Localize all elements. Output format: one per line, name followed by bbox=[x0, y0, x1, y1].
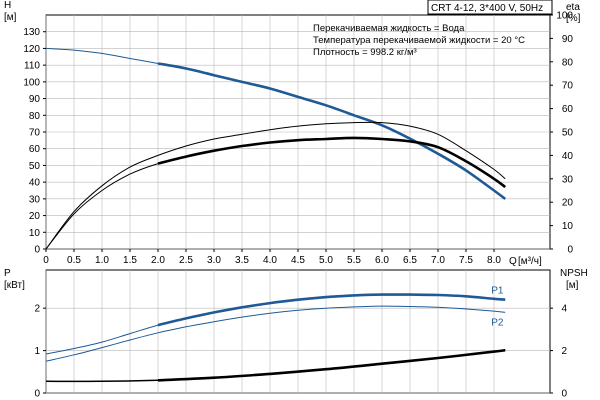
x-tick-label: 5.5 bbox=[347, 255, 361, 266]
head-tick-label: 80 bbox=[29, 111, 41, 122]
x-tick-label: 3.0 bbox=[207, 255, 221, 266]
x-tick-label: 1.0 bbox=[95, 255, 109, 266]
x-tick-label: 0.5 bbox=[67, 255, 81, 266]
x-tick-label: 2.0 bbox=[151, 255, 165, 266]
model-label-box bbox=[427, 0, 553, 15]
x-tick-label: 2.5 bbox=[179, 255, 193, 266]
x-tick-label: 6.0 bbox=[375, 255, 389, 266]
x-tick-label: 5.0 bbox=[319, 255, 333, 266]
head-tick-label: 30 bbox=[29, 194, 41, 205]
head-tick-label: 100 bbox=[23, 77, 40, 88]
x-tick-label: 4.5 bbox=[291, 255, 305, 266]
eta-tick-label: 70 bbox=[562, 81, 574, 92]
x-tick-label: 7.0 bbox=[431, 255, 445, 266]
npsh-tick-label: 4 bbox=[561, 304, 567, 315]
curve-NPSH bbox=[45, 349, 506, 383]
bottom-panel-curves: P1 P2 bbox=[45, 286, 506, 383]
head-tick-label: 110 bbox=[24, 61, 40, 72]
top-panel-axes: 0 0.5 1.0 1.5 2.0 2.5 3.0 3.5 4.0 4.5 5.0 5.5 6.0 6.5… bbox=[23, 11, 573, 267]
head-tick-label: 130 bbox=[23, 27, 40, 38]
x-tick-label: 7.5 bbox=[459, 255, 473, 266]
head-tick-label: 10 bbox=[29, 228, 41, 239]
head-axis-unit: [м] bbox=[4, 12, 17, 23]
top-panel-grid bbox=[45, 15, 550, 250]
head-axis-label: H bbox=[4, 0, 11, 11]
head-tick-label: 20 bbox=[29, 211, 41, 222]
temperature-info-line: Температура перекачиваемой жидкости = 20… bbox=[313, 35, 525, 46]
fluid-info-line: Перекачиваемая жидкость = Вода bbox=[313, 23, 465, 34]
eta-tick-label: 100 bbox=[556, 11, 573, 22]
bottom-panel-axes: 0 1 2 0 2 4 bbox=[34, 304, 567, 400]
head-tick-label: 40 bbox=[29, 178, 41, 189]
eta-axis-label: eta bbox=[566, 2, 580, 13]
head-tick-label: 70 bbox=[29, 128, 41, 139]
npsh-tick-label: 0 bbox=[561, 389, 567, 400]
eta-tick-label: 40 bbox=[562, 151, 574, 162]
eta-tick-label: 90 bbox=[562, 34, 574, 45]
power-tick-label: 1 bbox=[34, 346, 40, 357]
head-tick-label: 120 bbox=[23, 44, 40, 55]
x-tick-label: 3.5 bbox=[235, 255, 249, 266]
curve-eta_2-duty bbox=[157, 136, 506, 189]
power-axis-unit: [кВт] bbox=[4, 280, 25, 291]
head-tick-label: 50 bbox=[29, 161, 41, 172]
eta-axis-unit: [%] bbox=[566, 13, 581, 24]
curve-NPSH-duty bbox=[157, 348, 506, 382]
eta-tick-label: 50 bbox=[562, 128, 574, 139]
flow-axis-unit: [м³/ч] bbox=[518, 256, 542, 267]
power-axis-label: P bbox=[4, 268, 11, 279]
x-tick-label: 1.5 bbox=[123, 255, 137, 266]
eta-tick-label: 10 bbox=[562, 221, 574, 232]
x-tick-label: 0 bbox=[43, 255, 49, 266]
npsh-axis-unit: [м] bbox=[566, 280, 579, 291]
x-tick-label: 4.0 bbox=[263, 255, 277, 266]
head-tick-label: 0 bbox=[34, 245, 40, 256]
eta-tick-label: 0 bbox=[567, 245, 573, 256]
head-tick-label: 60 bbox=[29, 144, 41, 155]
eta-tick-label: 20 bbox=[562, 198, 574, 209]
x-tick-label: 8.0 bbox=[487, 255, 501, 266]
curve-eta_1 bbox=[45, 121, 506, 250]
top-panel-curves bbox=[45, 47, 506, 250]
bottom-panel-grid bbox=[45, 270, 550, 394]
curve-P2 bbox=[45, 305, 506, 362]
eta-tick-label: 80 bbox=[562, 57, 574, 68]
power-tick-label: 2 bbox=[34, 304, 40, 315]
head-tick-label: 90 bbox=[29, 94, 41, 105]
series-label-P2: P2 bbox=[491, 317, 504, 328]
eta-tick-label: 30 bbox=[562, 174, 574, 185]
npsh-axis-label: NPSH bbox=[560, 268, 588, 279]
curve-P1-duty bbox=[157, 293, 506, 327]
power-tick-label: 0 bbox=[34, 389, 40, 400]
density-info-line: Плотность = 998.2 кг/м³ bbox=[313, 47, 417, 58]
flow-axis-label: Q bbox=[509, 256, 517, 267]
x-tick-label: 6.5 bbox=[403, 255, 417, 266]
eta-tick-label: 60 bbox=[562, 104, 574, 115]
curve-H-duty bbox=[157, 62, 506, 200]
model-label: CRT 4-12, 3*400 V, 50Hz bbox=[431, 3, 543, 14]
series-label-P1: P1 bbox=[491, 286, 504, 297]
npsh-tick-label: 2 bbox=[561, 346, 567, 357]
